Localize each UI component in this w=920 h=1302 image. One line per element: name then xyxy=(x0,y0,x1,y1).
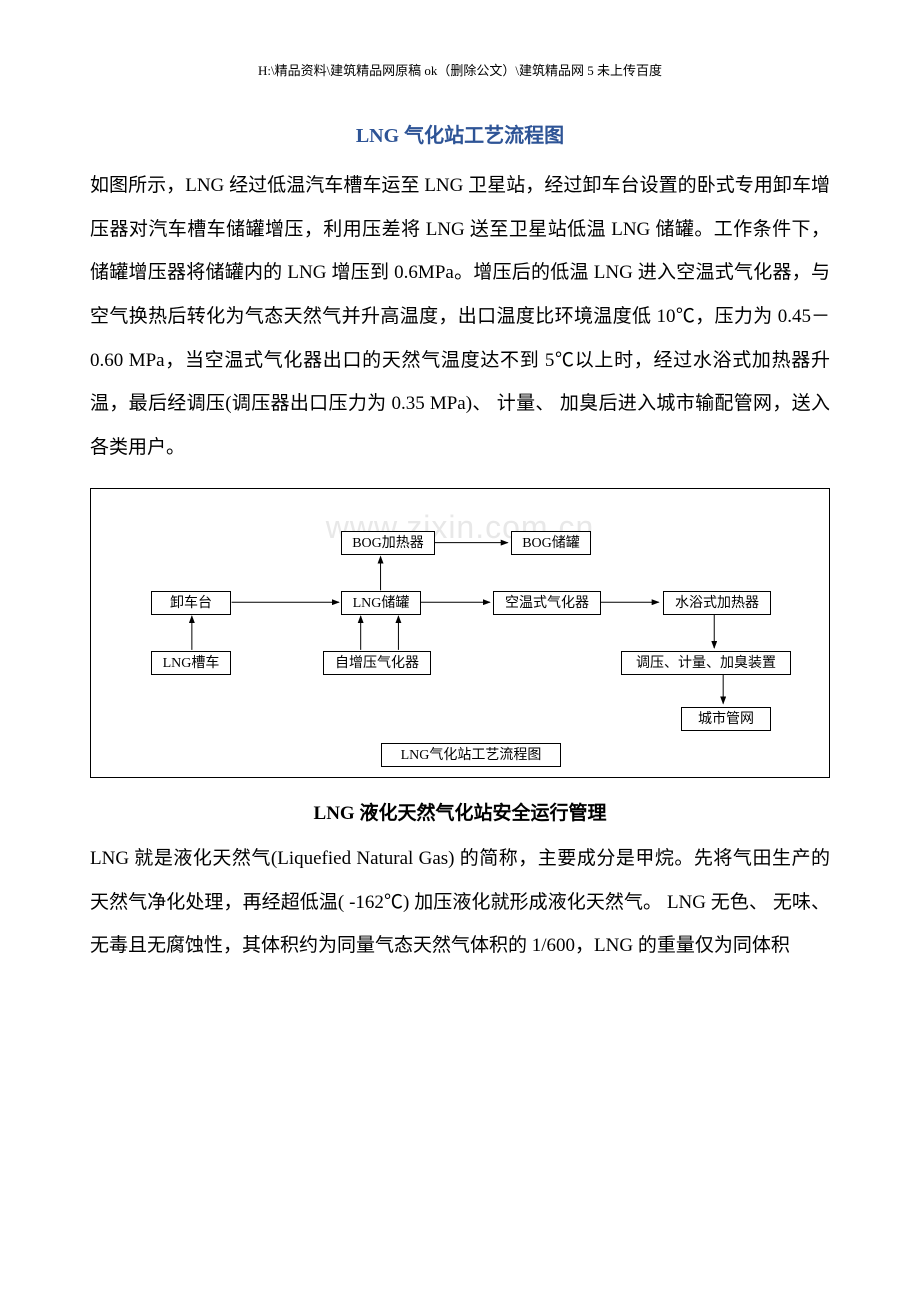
flowchart-node-lng_tank: LNG储罐 xyxy=(341,591,421,615)
flowchart-node-self_vap: 自增压气化器 xyxy=(323,651,431,675)
header-path: H:\精品资料\建筑精品网原稿 ok（删除公文）\建筑精品网 5 未上传百度 xyxy=(90,60,830,79)
flowchart-node-water_heater: 水浴式加热器 xyxy=(663,591,771,615)
flowchart-edges xyxy=(91,489,829,777)
flowchart-node-lng_truck: LNG槽车 xyxy=(151,651,231,675)
flowchart-node-regulator: 调压、计量、加臭装置 xyxy=(621,651,791,675)
flowchart-node-bog_tank: BOG储罐 xyxy=(511,531,591,555)
flowchart-node-unload: 卸车台 xyxy=(151,591,231,615)
flowchart: www.zixin.com.cn BOG加热器BOG储罐卸车台LNG储罐空温式气… xyxy=(90,488,830,778)
paragraph-2: LNG 就是液化天然气(Liquefied Natural Gas) 的简称，主… xyxy=(90,837,830,968)
flowchart-node-caption: LNG气化站工艺流程图 xyxy=(381,743,561,767)
flowchart-node-bog_heater: BOG加热器 xyxy=(341,531,435,555)
page-title: LNG 气化站工艺流程图 xyxy=(90,119,830,148)
flowchart-node-city_net: 城市管网 xyxy=(681,707,771,731)
flowchart-node-air_vap: 空温式气化器 xyxy=(493,591,601,615)
paragraph-1: 如图所示，LNG 经过低温汽车槽车运至 LNG 卫星站，经过卸车台设置的卧式专用… xyxy=(90,164,830,470)
subtitle: LNG 液化天然气化站安全运行管理 xyxy=(90,798,830,825)
